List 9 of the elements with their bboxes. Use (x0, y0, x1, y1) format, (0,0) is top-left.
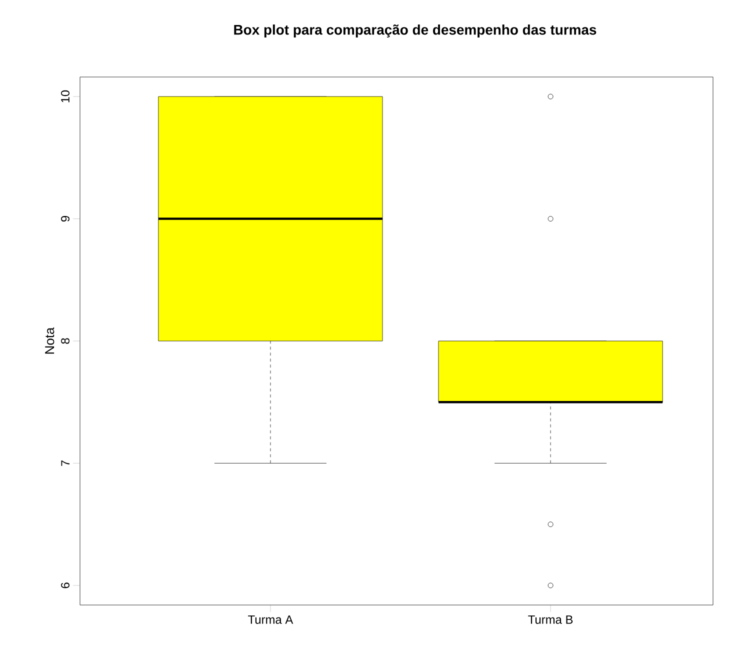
x-tick-label: Turma A (248, 616, 294, 624)
y-tick-label: 9 (61, 216, 70, 222)
y-tick-label: 6 (61, 582, 70, 588)
chart-title: Box plot para comparação de desempenho das turmas (234, 24, 596, 38)
y-axis-title: Nota (45, 327, 54, 354)
x-tick-label: Turma B (528, 616, 573, 624)
y-tick-label: 10 (61, 90, 70, 102)
y-tick-label: 7 (61, 460, 70, 466)
y-tick-label: 8 (61, 338, 70, 344)
